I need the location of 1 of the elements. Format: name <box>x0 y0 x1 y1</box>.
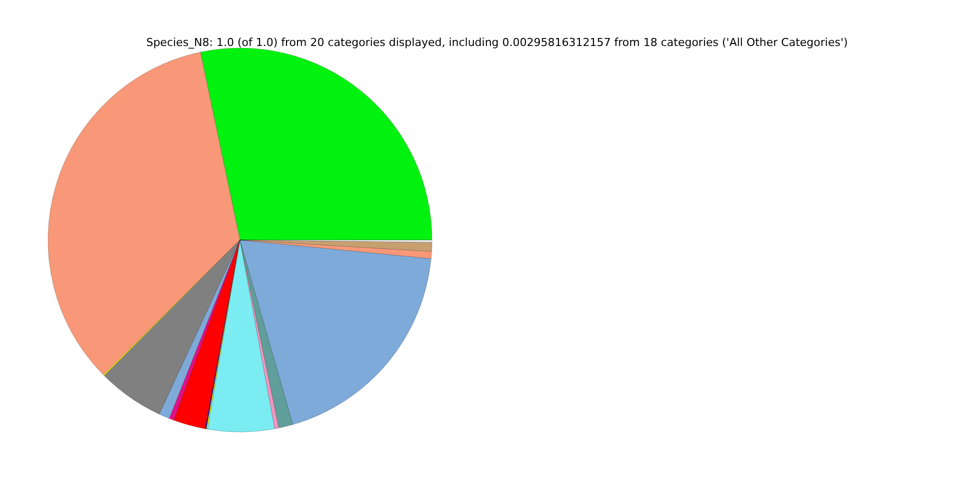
text: Species_N8: 1.0 (of 1.0) from 20 categories displayed, including 0.00295816312157 from 18 categories ('All Other Categories') <box>146 36 848 49</box>
